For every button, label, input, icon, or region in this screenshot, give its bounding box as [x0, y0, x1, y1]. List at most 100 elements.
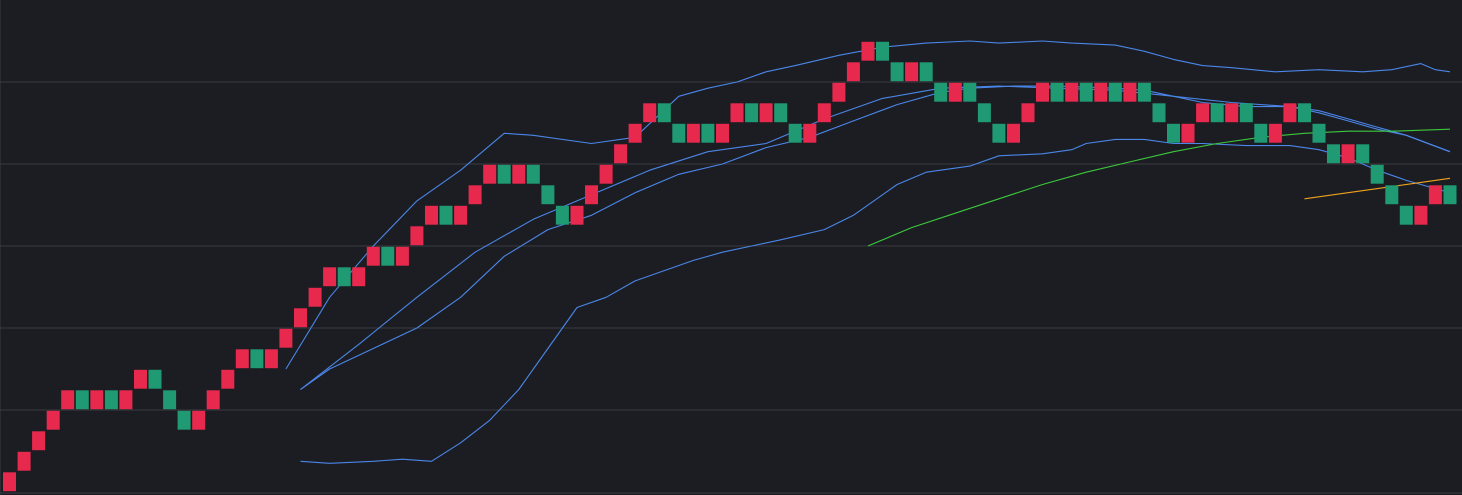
up-brick [1225, 103, 1239, 123]
up-brick [483, 164, 497, 184]
down-brick [1152, 103, 1166, 123]
up-brick [628, 123, 642, 143]
up-brick [803, 123, 817, 143]
up-brick [1428, 185, 1442, 205]
up-brick [570, 205, 584, 225]
down-brick [788, 123, 802, 143]
up-brick [235, 349, 249, 369]
up-brick [221, 369, 235, 389]
down-brick [919, 62, 933, 82]
down-brick [672, 123, 686, 143]
up-brick [759, 103, 773, 123]
renko-bricks [3, 41, 1457, 492]
up-brick [1414, 205, 1428, 225]
down-brick [774, 103, 788, 123]
up-brick [1196, 103, 1210, 123]
down-brick [934, 82, 948, 102]
down-brick [1210, 103, 1224, 123]
up-brick [90, 390, 104, 410]
up-brick [264, 349, 278, 369]
up-brick [366, 246, 380, 266]
down-brick [1370, 164, 1384, 184]
up-brick [1268, 123, 1282, 143]
up-brick [352, 267, 366, 287]
up-brick [832, 82, 846, 102]
up-brick [1123, 82, 1137, 102]
down-brick [1356, 144, 1370, 164]
up-brick [1094, 82, 1108, 102]
up-brick [468, 185, 482, 205]
up-brick [686, 123, 700, 143]
up-brick [861, 41, 875, 61]
up-brick [61, 390, 75, 410]
down-brick [992, 123, 1006, 143]
down-brick [497, 164, 511, 184]
up-brick [905, 62, 919, 82]
down-brick [250, 349, 264, 369]
up-brick [1007, 123, 1020, 143]
down-brick [1079, 82, 1093, 102]
up-brick [410, 226, 424, 246]
up-brick [192, 410, 206, 430]
up-brick [32, 431, 46, 451]
up-brick [1181, 123, 1195, 143]
up-brick [3, 472, 16, 492]
series-line-upper-band [285, 40, 1451, 370]
down-brick [1312, 123, 1326, 143]
down-brick [1108, 82, 1122, 102]
down-brick [337, 267, 351, 287]
up-brick [308, 287, 322, 307]
up-brick [1341, 144, 1355, 164]
down-brick [876, 41, 889, 61]
down-brick [1137, 82, 1151, 102]
up-brick [1065, 82, 1079, 102]
up-brick [716, 123, 729, 143]
up-brick [294, 308, 307, 328]
up-brick [1283, 103, 1297, 123]
down-brick [526, 164, 540, 184]
up-brick [323, 267, 337, 287]
up-brick [512, 164, 526, 184]
up-brick [206, 390, 220, 410]
up-brick [17, 451, 31, 471]
up-brick [643, 103, 657, 123]
down-brick [701, 123, 715, 143]
down-brick [1254, 123, 1268, 143]
down-brick [104, 390, 118, 410]
down-brick [1298, 103, 1311, 123]
up-brick [395, 246, 409, 266]
up-brick [614, 144, 628, 164]
up-brick [46, 410, 60, 430]
down-brick [1050, 82, 1064, 102]
down-brick [1385, 185, 1399, 205]
down-brick [1399, 205, 1413, 225]
series-line-slow-ma [867, 128, 1451, 247]
up-brick [846, 62, 860, 82]
up-brick [948, 82, 962, 102]
down-brick [1327, 144, 1340, 164]
down-brick [1443, 185, 1457, 205]
down-brick [890, 62, 904, 82]
down-brick [75, 390, 89, 410]
down-brick [745, 103, 759, 123]
down-brick [1239, 103, 1253, 123]
up-brick [730, 103, 744, 123]
down-brick [177, 410, 191, 430]
down-brick [148, 369, 162, 389]
down-brick [439, 205, 453, 225]
up-brick [1036, 82, 1049, 102]
up-brick [585, 185, 598, 205]
down-brick [963, 82, 977, 102]
up-brick [454, 205, 468, 225]
down-brick [381, 246, 395, 266]
up-brick [817, 103, 831, 123]
down-brick [541, 185, 555, 205]
down-brick [555, 205, 569, 225]
up-brick [119, 390, 133, 410]
down-brick [977, 103, 991, 123]
up-brick [1021, 103, 1035, 123]
